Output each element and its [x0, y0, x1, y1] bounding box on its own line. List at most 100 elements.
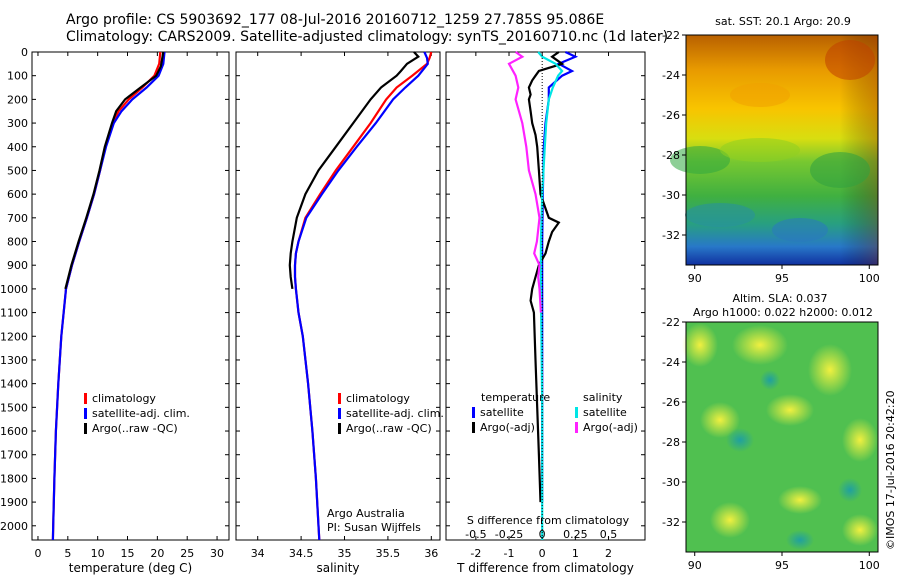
depth-tick-label: 1500: [0, 401, 28, 414]
sst-texture-patch: [720, 138, 800, 162]
series-line-argo-raw-qc-: [64, 51, 165, 290]
salinity-xtick-label: 34.5: [289, 547, 314, 560]
salinity-xtick-label: 35: [338, 547, 352, 560]
depth-tick-label: 2000: [0, 520, 28, 533]
sla-low-blob: [760, 370, 780, 390]
depth-tick-label: 600: [7, 188, 28, 201]
difference-xtick-label: -2: [470, 547, 481, 560]
sst-texture-patch: [772, 218, 828, 242]
difference-s-xlabel: S difference from climatology: [467, 514, 630, 527]
salinity-legend-title: salinity: [583, 391, 623, 404]
depth-tick-label: 500: [7, 164, 28, 177]
difference-s-tick-label: 0: [539, 528, 546, 541]
temperature-xtick-label: 15: [121, 547, 135, 560]
depth-tick-label: 400: [7, 141, 28, 154]
depth-tick-label: 1800: [0, 472, 28, 485]
difference-xtick-label: 0: [539, 547, 546, 560]
sla-high-blob: [842, 418, 878, 462]
figure-title-line-2: Climatology: CARS2009. Satellite-adjuste…: [66, 29, 669, 45]
map-ytick-label: -32: [662, 229, 680, 242]
sla-high-blob: [732, 325, 788, 365]
sst-map-title: sat. SST: 20.1 Argo: 20.9: [715, 15, 851, 28]
salinity-legend-swatch: [338, 423, 341, 434]
difference-panel: -2 -1 0 1 2T difference from climatology -0.5…: [445, 51, 646, 575]
salinity-xtick-label: 34: [251, 547, 265, 560]
salinity-legend-label: satellite-adj. clim.: [346, 407, 444, 420]
temperature-plot-frame: [31, 51, 230, 541]
map-xtick-label: 100: [859, 272, 880, 285]
depth-tick-label: 800: [7, 236, 28, 249]
map-xtick-label: 95: [775, 272, 789, 285]
sst-texture-patch: [825, 40, 875, 80]
sla-high-blob: [842, 514, 878, 546]
temperature-legend-swatch: [84, 423, 87, 434]
sla-high-blob: [778, 486, 822, 514]
sst-map-panel: sat. SST: 20.1 Argo: 20.9 90 95 100 -22 -24 -…: [662, 15, 880, 285]
temperature-legend-swatch: [84, 393, 87, 404]
difference-temperature-legend-label: Argo(-adj): [480, 421, 535, 434]
depth-tick-label: 1300: [0, 354, 28, 367]
difference-temperature-legend-swatch: [472, 407, 475, 418]
salinity-xlabel: salinity: [316, 561, 359, 575]
series-line-satellite-adj-clim-: [293, 51, 429, 541]
temperature-legend-swatch: [84, 408, 87, 419]
map-ytick-label: -24: [662, 69, 680, 82]
depth-tick-label: 1700: [0, 449, 28, 462]
map-xtick-label: 95: [775, 559, 789, 572]
depth-tick-label: 1000: [0, 283, 28, 296]
difference-s-tick-label: -0.25: [495, 528, 523, 541]
temperature-xtick-label: 30: [210, 547, 224, 560]
difference-s-tick-label: 0.25: [563, 528, 588, 541]
sla-high-blob: [710, 502, 750, 538]
series-line-temperature-argo-adj-: [527, 51, 565, 503]
sla-high-blob: [808, 344, 852, 396]
difference-salinity-legend-swatch: [575, 407, 578, 418]
temperature-xtick-label: 20: [150, 547, 164, 560]
copyright-stamp: ©IMOS 17-Jul-2016 20:42:20: [884, 390, 897, 550]
difference-s-tick-label: 0.5: [600, 528, 618, 541]
salinity-panel: 34 34.5 35 35.5 36 salinity climatology satelli…: [235, 51, 444, 575]
temperature-xtick-label: 10: [91, 547, 105, 560]
sla-low-blob: [838, 478, 862, 502]
temperature-xtick-label: 25: [180, 547, 194, 560]
temperature-xlabel: temperature (deg C): [69, 561, 192, 575]
difference-salinity-legend-swatch: [575, 422, 578, 433]
sla-high-blob: [700, 402, 740, 438]
map-ytick-label: -24: [662, 356, 680, 369]
depth-tick-label: 1400: [0, 378, 28, 391]
temperature-panel: 0100200300400500600700800900100011001200…: [0, 46, 230, 575]
difference-temperature-legend-swatch: [472, 422, 475, 433]
depth-tick-label: 1200: [0, 330, 28, 343]
depth-tick-label: 900: [7, 259, 28, 272]
map-ytick-label: -32: [662, 516, 680, 529]
salinity-xtick-label: 35.5: [376, 547, 401, 560]
map-xtick-label: 90: [688, 559, 702, 572]
depth-tick-label: 100: [7, 70, 28, 83]
map-ytick-label: -28: [662, 436, 680, 449]
difference-xtick-label: 2: [605, 547, 612, 560]
difference-xtick-label: -1: [504, 547, 515, 560]
depth-tick-label: 300: [7, 117, 28, 130]
difference-salinity-legend-label: Argo(-adj): [583, 421, 638, 434]
salinity-legend-swatch: [338, 393, 341, 404]
temperature-legend-label: climatology: [92, 392, 156, 405]
map-ytick-label: -22: [662, 316, 680, 329]
map-xtick-label: 100: [859, 559, 880, 572]
depth-tick-label: 1900: [0, 496, 28, 509]
difference-xtick-label: 1: [572, 547, 579, 560]
series-line-salinity-satellite: [537, 51, 564, 540]
depth-tick-label: 1600: [0, 425, 28, 438]
sla-map-title-1: Altim. SLA: 0.037: [732, 292, 827, 305]
depth-tick-label: 200: [7, 93, 28, 106]
map-ytick-label: -30: [662, 476, 680, 489]
difference-temperature-legend-label: satellite: [480, 406, 524, 419]
salinity-plot-frame: [235, 51, 441, 541]
salinity-legend-swatch: [338, 408, 341, 419]
difference-salinity-legend-label: satellite: [583, 406, 627, 419]
salinity-legend-label: Argo(..raw -QC): [346, 422, 432, 435]
salinity-annotation-1: Argo Australia: [327, 507, 405, 520]
sst-texture-patch: [730, 83, 790, 107]
sla-high-blob: [682, 323, 718, 367]
salinity-xtick-label: 36: [424, 547, 438, 560]
map-ytick-label: -30: [662, 189, 680, 202]
